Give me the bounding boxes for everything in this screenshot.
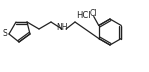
Text: Cl: Cl [90,9,97,18]
Text: S: S [3,30,7,39]
Text: HCl: HCl [76,11,90,20]
Text: NH: NH [56,23,68,32]
